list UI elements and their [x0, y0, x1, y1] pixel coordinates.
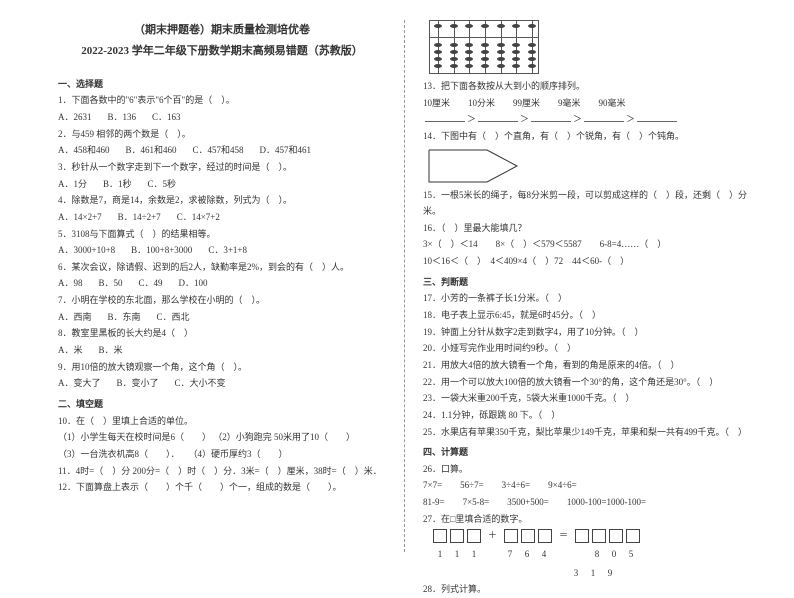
q8-opts: A．米B．米	[58, 342, 386, 359]
q19: 19．钟面上分针从数字2走到数字4，用了10分钟。（ ）	[423, 324, 752, 341]
title-line1: （期末押题卷）期末质量检测培优卷	[58, 20, 386, 41]
q7-opts: A．西南B．东南C．西北	[58, 309, 386, 326]
q27-row2: 111764805	[433, 546, 752, 563]
q27: 27．在□里填合适的数字。	[423, 511, 752, 528]
q8: 8．教室里黑板的长大约是4（ ）	[58, 325, 386, 342]
q1-opts: A．2631B．136C．163	[58, 109, 386, 126]
section-judge: 三、判断题	[423, 274, 752, 291]
q5: 5．3108与下面算式（ ）的结果相等。	[58, 226, 386, 243]
q13line: ＞＞＞＞	[423, 111, 752, 128]
q26a: 7×7= 56÷7= 3÷4÷6= 9×4÷6=	[423, 477, 752, 494]
abacus	[429, 20, 539, 74]
q17: 17．小芳的一条裤子长1分米。（ ）	[423, 290, 752, 307]
q16a: 3×（ ）＜14 8×（ ）＜579＜5587 6-8=4……（ ）	[423, 236, 752, 253]
q16b: 10＜16＜（ ） 4＜409×4（ ）72 44＜60-（ ）	[423, 253, 752, 270]
q24: 24．1.1分钟，砾跟跳 80 下。（ ）	[423, 407, 752, 424]
q6-opts: A．98B．50C．49D．100	[58, 275, 386, 292]
q23: 23．一袋大米重200千克，5袋大米重1000千克。（ ）	[423, 390, 752, 407]
title-line2: 2022-2023 学年二年级下册数学期末高频易错题（苏教版）	[58, 41, 386, 62]
q15: 15．一根5米长的绳子，每8分米剪一段，可以剪成这样的（ ）段，还剩（ ）分米。	[423, 187, 752, 220]
q27-under: 319	[433, 565, 752, 582]
q25: 25．水果店有苹果350千克，梨比苹果少149千克，苹果和梨一共有499千克。（…	[423, 424, 752, 441]
section-calc: 四、计算题	[423, 444, 752, 461]
q26b: 81-9= 7×5-8= 3500+500= 1000-100=1000-100…	[423, 494, 752, 511]
q3: 3．秒针从一个数字走到下一个数字，经过的时间是（ ）。	[58, 159, 386, 176]
pentagon-icon	[429, 150, 517, 182]
q10: 10．在（ ）里填上合适的单位。	[58, 413, 386, 430]
q28: 28．列式计算。	[423, 581, 752, 598]
q27-row1: ＋＝	[433, 527, 752, 544]
q12: 12．下面算盘上表示（ ）个千（ ）个一，组成的数是（ ）。	[58, 479, 386, 496]
q14: 14．下图中有（ ）个直角，有（ ）个锐角，有（ ）个钝角。	[423, 128, 752, 145]
q18: 18．电子表上显示6:45，就是6时45分。（ ）	[423, 307, 752, 324]
q9: 9．用10倍的放大镜观察一个角，这个角（ ）。	[58, 359, 386, 376]
section-choice: 一、选择题	[58, 76, 386, 93]
q10a: （1）小学生每天在校时间是6（ ） （2）小狗跑完 50米用了10（ ）	[58, 429, 386, 446]
pentagon-shape	[427, 148, 752, 184]
q11: 11．4时=（ ）分 200分=（ ）时（ ）分．3米=（ ）厘米，38时=（ …	[58, 463, 386, 480]
q5-opts: A．3000+10+8B．100+8+3000C．3+1+8	[58, 242, 386, 259]
q2-opts: A．458和460B．461和460C．457和458D．457和461	[58, 142, 386, 159]
q20: 20．小娅写完作业用时间约9秒。（ ）	[423, 340, 752, 357]
q1: 1．下面各数中的"6"表示"6个百"的是（ ）。	[58, 92, 386, 109]
q26: 26．口算。	[423, 461, 752, 478]
q4: 4．除数是7，商是14，余数是2，求被除数，列式为（ ）。	[58, 192, 386, 209]
q3-opts: A．1分B．1秒C．5秒	[58, 176, 386, 193]
q13: 13．把下面各数按从大到小的顺序排列。	[423, 78, 752, 95]
q2: 2．与459 相邻的两个数是（ ）。	[58, 126, 386, 143]
q4-opts: A．14×2+7B．14÷2+7C．14×7+2	[58, 209, 386, 226]
q22: 22．用一个可以放大100倍的放大镜看一个30°的角，这个角还是30°。（ ）	[423, 374, 752, 391]
section-fill: 二、填空题	[58, 396, 386, 413]
q10b: （3）一台洗衣机高8（ ）． （4）硬币厚约3（ ）	[58, 446, 386, 463]
q16: 16．（ ）里最大能填几？	[423, 220, 752, 237]
q9-opts: A．变大了B．变小了C．大小不变	[58, 375, 386, 392]
q13a: 10厘米 10分米 99厘米 9毫米 90毫米	[423, 95, 752, 112]
q21: 21．用放大4倍的放大镜看一个角，看到的角是原来的4倍。（ ）	[423, 357, 752, 374]
q6: 6．某次会议，除请假、迟到的后2人，缺勤率是2%，到会的有（ ）人。	[58, 259, 386, 276]
q7: 7．小明在学校的东北面，那么学校在小明的（ ）。	[58, 292, 386, 309]
